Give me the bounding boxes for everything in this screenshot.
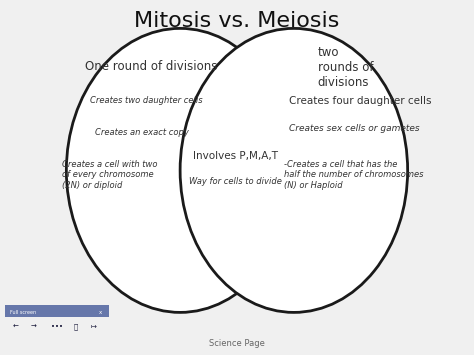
Text: -Creates a cell that has the
half the number of chromosomes
(N) or Haploid: -Creates a cell that has the half the nu… (284, 160, 424, 190)
Text: →: → (31, 324, 37, 329)
Ellipse shape (180, 28, 408, 312)
Text: Creates sex cells or gametes: Creates sex cells or gametes (289, 124, 420, 133)
Text: Mitosis vs. Meiosis: Mitosis vs. Meiosis (134, 11, 340, 31)
Text: Creates an exact copy: Creates an exact copy (95, 128, 189, 137)
Text: ←: ← (12, 324, 18, 329)
Text: Involves P,M,A,T: Involves P,M,A,T (193, 151, 278, 161)
FancyBboxPatch shape (5, 305, 109, 317)
Text: x: x (99, 310, 102, 315)
Text: two
rounds of
divisions: two rounds of divisions (318, 46, 373, 89)
Ellipse shape (66, 28, 294, 312)
Text: Creates four daughter cells: Creates four daughter cells (289, 96, 432, 106)
Text: Creates two daughter cells: Creates two daughter cells (90, 96, 203, 105)
Text: ⬛: ⬛ (73, 323, 78, 330)
Text: Creates a cell with two
of every chromosome
(2N) or diploid: Creates a cell with two of every chromos… (62, 160, 157, 190)
Text: •••: ••• (51, 324, 63, 329)
Text: ↦: ↦ (91, 324, 96, 329)
Text: Science Page: Science Page (209, 339, 265, 348)
Text: Full screen: Full screen (10, 310, 36, 315)
Text: One round of divisions: One round of divisions (85, 60, 218, 73)
Text: Way for cells to divide: Way for cells to divide (189, 176, 282, 186)
